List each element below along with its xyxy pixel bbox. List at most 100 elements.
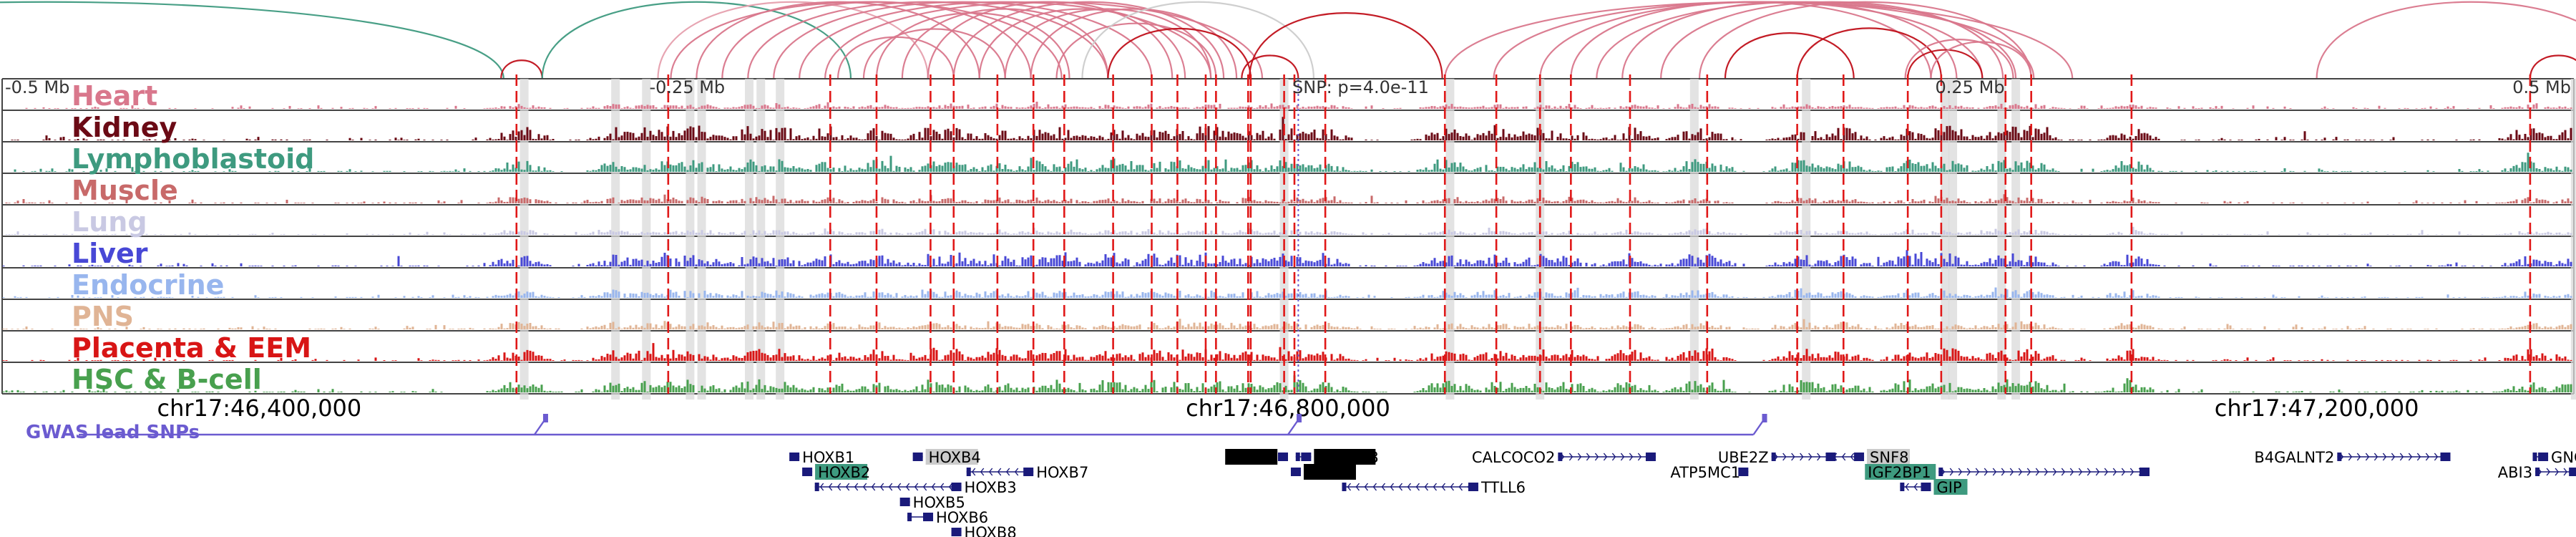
strand-arrows [1833,453,1863,461]
track-label: Muscle [72,175,178,206]
strand-arrows [1774,453,1830,461]
gene-exon [907,513,912,521]
interaction-arc [875,12,1070,79]
gene-exon [1900,483,1905,491]
coordinate-label: chr17:47,200,000 [2215,395,2419,422]
scale-label: 0.5 Mb [2512,77,2571,97]
coordinate-label: chr17:46,800,000 [1186,395,1390,422]
gene-exon [2535,468,2540,476]
highlight-band [519,79,529,400]
interaction-arc [1724,32,1855,79]
gene-label-highlight [815,464,868,480]
highlight-band [2011,79,2021,400]
interaction-arc [747,1,1109,79]
gene-label-highlight [1314,449,1376,465]
gene-label: HOXB7 [1036,464,1088,481]
track-label-layer: HeartKidneyLymphoblastoidMuscleLungLiver… [72,80,314,395]
gene-label-highlight [1303,464,1356,480]
signal-peaks [2,319,2572,329]
highlight-band [686,79,695,400]
scale-label: -0.5 Mb [5,77,69,97]
gene-label: SNF8 [1870,449,1908,466]
interaction-arc [1444,1,2074,79]
scale-label: 0.25 Mb [1936,77,2005,97]
gene-exon [1828,453,1833,461]
signal-layer [2,102,2572,392]
track-label: Placenta & EEM [72,332,311,364]
gene-exon [2538,453,2549,461]
interaction-arc [978,8,1186,79]
highlight-band [745,79,754,400]
signal-peaks [2,343,2572,361]
gene-label: B4GALNT2 [2254,449,2334,466]
interaction-arc [2529,54,2576,79]
gene-exon [1295,468,1300,476]
gene-exon [791,453,796,461]
gene-label-highlight [1867,449,1911,465]
gene-exon [804,468,809,476]
gwas-snp-marker [1297,414,1302,422]
scale-label: SNP: p=4.0e-11 [1292,77,1429,97]
interaction-arc [721,1,1032,79]
highlight-band [642,79,651,400]
strand-arrows [1941,468,2143,476]
gene-label: TTLL6 [1480,479,1526,496]
interaction-arc [1248,12,1443,79]
gene-exon [923,513,934,521]
gwas-snp-marker [542,414,548,422]
interaction-arc [1004,8,1212,79]
gene-label-highlight [1865,464,1936,480]
highlight-band [1948,79,1958,400]
interaction-arc [1907,49,1984,79]
strand-arrows [1347,483,1472,491]
signal-peaks [2,287,2572,298]
strand-arrows [1560,453,1651,461]
gene-exon [1645,453,1656,461]
gene-label-highlight [1933,479,1968,495]
interaction-arc [1930,41,2032,79]
gene-exon [1921,483,1931,491]
track-label: PNS [72,301,134,332]
highlight-band [611,79,620,400]
interaction-arc [1621,1,1958,79]
signal-peaks [2,250,2572,266]
red-line-layer [515,74,2532,394]
interaction-arc [1107,27,1252,79]
arc-area [0,0,2576,79]
interaction-arc [1698,1,2032,79]
interaction-arc [1570,1,1932,79]
gene-label: ATP5MC1 [1670,464,1740,481]
gene-label: UBE2Z [1718,449,1769,466]
gene-exon [966,468,971,476]
gwas-track: GWAS lead SNPs [26,414,1767,443]
interaction-arc [1081,1,1315,79]
interaction-arc [927,1,1174,79]
interaction-arc [901,8,1109,79]
gwas-label: GWAS lead SNPs [26,422,200,443]
gene-exon [2337,453,2342,461]
interaction-arc [1241,54,1299,79]
gene-label: CALCOCO2 [1472,449,1555,466]
track-label: Liver [72,238,148,269]
gwas-snp-marker [1762,414,1767,422]
interaction-arc [1796,27,1942,79]
interaction-arc [799,1,1212,79]
gene-exon [1743,468,1748,476]
strand-arrows [971,468,1028,476]
signal-peaks [14,153,2572,172]
gene-exon [1938,468,1943,476]
track-label: HSC & B-cell [72,364,262,395]
gene-exon [1301,453,1312,461]
gene-label: HOXB5 [913,494,965,511]
gene-exon [2532,453,2537,461]
gene-label: HOXB1 [802,449,854,466]
scale-label: -0.25 Mb [650,77,726,97]
gene-exon [2139,468,2150,476]
track-label: Lymphoblastoid [72,143,314,175]
strand-arrows [819,483,953,491]
highlight-band [697,79,706,400]
gene-label-highlight [925,449,978,465]
gene-label: HOXB3 [965,479,1017,496]
gene-exon [1771,453,1776,461]
